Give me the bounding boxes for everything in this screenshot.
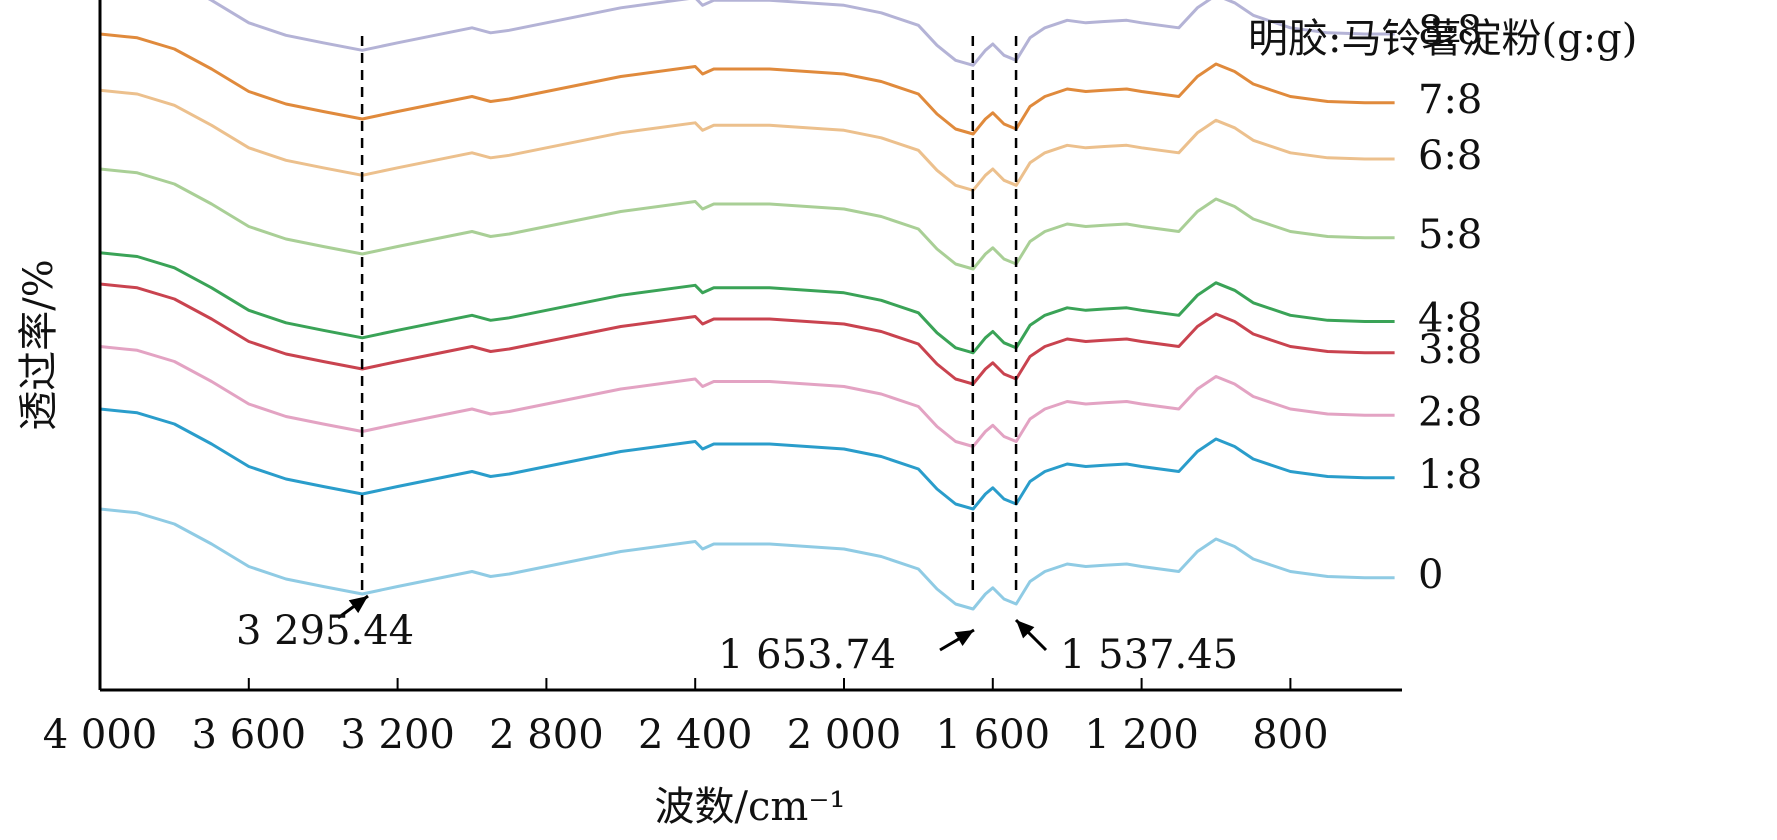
annotation-label: 3 295.44 (236, 608, 414, 654)
dashed-marker-lines (360, 36, 1018, 590)
annotation-arrowhead (954, 630, 974, 647)
annotations: 3 295.44 1 653.74 1 537.45 (236, 594, 1238, 678)
series-label-4-8: 4:8 (1418, 296, 1482, 342)
series-line-6-8 (99, 88, 1395, 192)
series-label-0: 0 (1418, 552, 1443, 598)
legend-title: 明胶:马铃薯淀粉(g:g) (1248, 16, 1637, 62)
series-line-3-8 (99, 282, 1395, 386)
series-label-5-8: 5:8 (1418, 212, 1482, 258)
series-line-7-8 (99, 32, 1395, 136)
series-label-1-8: 1:8 (1418, 452, 1482, 498)
x-tick-label: 3 600 (192, 712, 307, 758)
series-line-8-8 (207, 0, 1395, 67)
annotation-arrowhead (348, 596, 368, 614)
x-tick-label: 800 (1252, 712, 1328, 758)
x-tick-label: 4 000 (43, 712, 158, 758)
series-label-3-8: 3:8 (1418, 327, 1482, 373)
x-tick-label: 2 400 (638, 712, 753, 758)
series-line-5-8 (99, 167, 1395, 271)
x-tick-label: 3 200 (340, 712, 455, 758)
annotation-label: 1 537.45 (1060, 632, 1238, 678)
series-line-0 (99, 507, 1395, 611)
x-tick-label: 2 800 (489, 712, 604, 758)
y-axis-title: 透过率/% (16, 259, 62, 430)
series-label-2-8: 2:8 (1418, 389, 1482, 435)
x-tick-label: 2 000 (787, 712, 902, 758)
series-labels: 0 1:8 2:8 3:84:8 5:8 6:8 7:8 8:8 (1418, 8, 1482, 598)
annotation-arrowhead (1016, 620, 1035, 639)
series-label-7-8: 7:8 (1418, 77, 1482, 123)
series-line-4-8 (99, 251, 1395, 355)
x-tick-label: 1 600 (936, 712, 1051, 758)
x-axis-title: 波数/cm⁻¹ (655, 784, 846, 830)
series-line-1-8 (99, 407, 1395, 511)
x-ticks: 4 000 3 600 3 200 2 800 2 400 2 000 1 600 1 200… (43, 678, 1329, 758)
series-label-8-8: 8:8 (1418, 8, 1482, 54)
series-layer (99, 0, 1395, 611)
series-label-6-8: 6:8 (1418, 133, 1482, 179)
x-tick-label: 1 200 (1084, 712, 1199, 758)
series-line-2-8 (99, 345, 1395, 448)
annotation-label: 1 653.74 (718, 632, 896, 678)
